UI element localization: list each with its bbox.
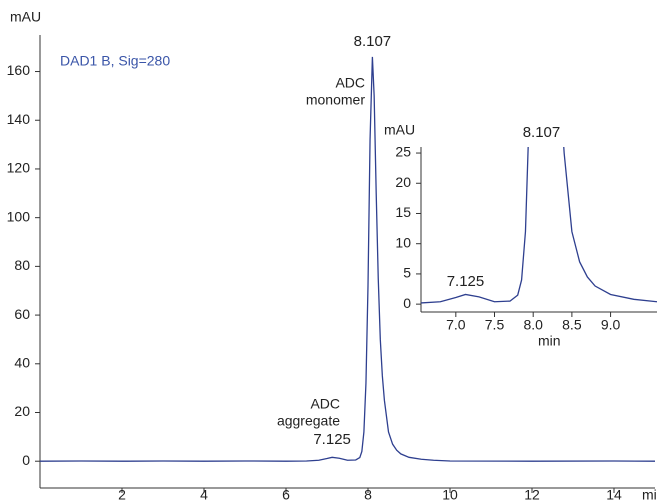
- y-tick-label: 140: [7, 111, 31, 127]
- x-tick-label: 4: [200, 487, 208, 503]
- y-tick-label: 20: [14, 403, 30, 419]
- y-axis-label: mAU: [384, 122, 415, 138]
- trace: [421, 147, 657, 304]
- y-tick-label: 25: [395, 144, 411, 160]
- y-tick-label: 120: [7, 160, 31, 176]
- x-tick-label: 2: [118, 487, 126, 503]
- y-tick-label: 20: [395, 174, 411, 190]
- x-tick-label: 9.0: [601, 317, 621, 333]
- annotation: ADC: [335, 75, 365, 91]
- x-tick-label: 7.0: [446, 317, 466, 333]
- x-axis-label: min: [642, 487, 657, 503]
- y-tick-label: 100: [7, 208, 31, 224]
- y-tick-label: 5: [403, 265, 411, 281]
- y-tick-label: 40: [14, 354, 30, 370]
- x-tick-label: 8.5: [562, 317, 582, 333]
- y-tick-label: 60: [14, 306, 30, 322]
- peak-label: 7.125: [447, 273, 485, 290]
- y-tick-label: 10: [395, 234, 411, 250]
- trace-label: DAD1 B, Sig=280: [60, 53, 170, 69]
- y-tick-label: 0: [403, 295, 411, 311]
- y-tick-label: 80: [14, 257, 30, 273]
- x-tick-label: 8: [364, 487, 372, 503]
- x-axis-label: min: [538, 333, 561, 349]
- y-tick-label: 160: [7, 62, 31, 78]
- x-tick-label: 12: [524, 487, 540, 503]
- y-axis-label: mAU: [10, 9, 41, 25]
- peak-label: 8.107: [354, 33, 392, 50]
- annotation: monomer: [306, 92, 365, 108]
- peak-label: 8.107: [523, 124, 561, 141]
- x-tick-label: 6: [282, 487, 290, 503]
- trace: [40, 56, 656, 462]
- y-tick-label: 15: [395, 204, 411, 220]
- x-tick-label: 7.5: [485, 317, 505, 333]
- x-tick-label: 10: [442, 487, 458, 503]
- peak-label: 7.125: [313, 431, 351, 448]
- x-tick-label: 8.0: [523, 317, 543, 333]
- x-tick-label: 14: [606, 487, 622, 503]
- annotation: ADC: [310, 396, 340, 412]
- annotation: aggregate: [277, 413, 340, 429]
- y-tick-label: 0: [22, 452, 30, 468]
